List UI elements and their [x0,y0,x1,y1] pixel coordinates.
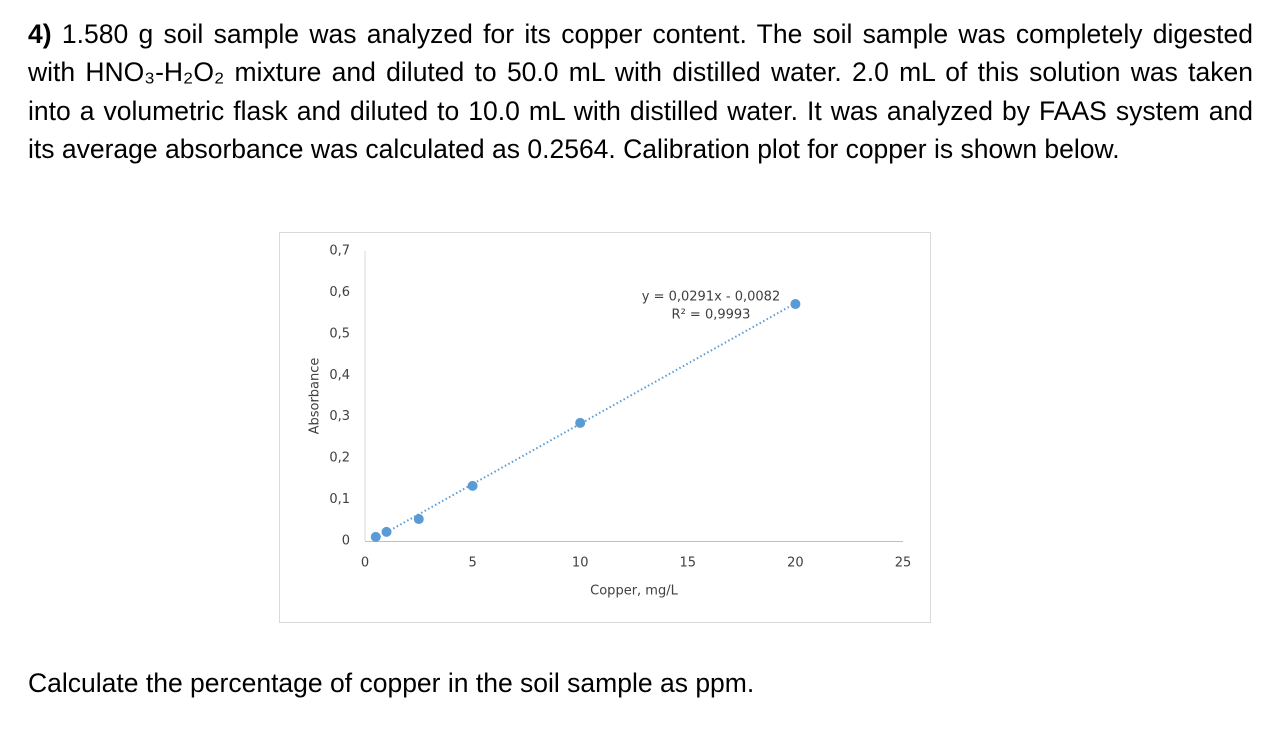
chart-frame [279,232,931,623]
y-tick-label: 0,1 [329,492,350,507]
x-tick-label: 15 [680,556,697,571]
y-tick-label: 0,3 [329,409,350,424]
data-point [575,417,586,428]
prompt: Calculate the percentage of copper in th… [28,668,755,698]
y-tick-label: 0,2 [329,451,350,466]
y-tick-label: 0,5 [329,326,350,341]
x-tick-label: 5 [468,556,476,571]
x-tick-label: 25 [895,556,912,571]
question: 4) 1.580 g soil sample was analyzed for … [28,15,1253,168]
y-tick-label: 0,4 [329,368,350,383]
trendline [375,302,796,540]
data-point [370,531,381,542]
data-point [467,480,478,491]
trendline-equation: y = 0,0291x - 0,0082 [642,290,780,305]
y-tick-label: 0,6 [329,285,350,300]
x-tick-label: 0 [361,556,369,571]
data-point [413,514,424,525]
trendline-r2: R² = 0,9993 [672,308,751,323]
x-axis-title: Copper, mg/L [590,584,678,599]
question-number: 4) [28,19,52,49]
question-text: 1.580 g soil sample was analyzed for its… [28,19,1253,164]
x-tick-label: 10 [572,556,589,571]
y-tick-label: 0 [342,534,350,549]
x-tick-label: 20 [787,556,804,571]
y-axis-title: Absorbance [308,358,323,435]
data-point [381,526,392,537]
data-point [790,299,801,310]
y-tick-label: 0,7 [329,244,350,259]
